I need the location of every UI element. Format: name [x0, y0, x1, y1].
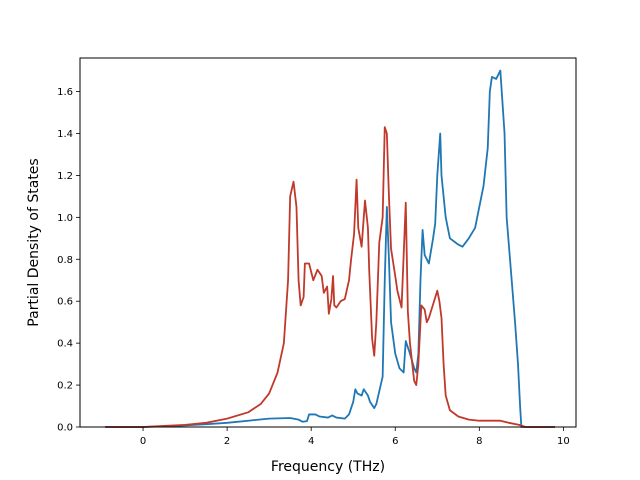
- y-tick-label: 0.6: [57, 297, 73, 308]
- y-tick-label: 1.6: [57, 87, 73, 98]
- x-tick-label: 10: [557, 436, 570, 447]
- y-tick-label: 0.4: [57, 339, 73, 350]
- y-tick-label: 0.2: [57, 381, 73, 392]
- y-axis-ticks: 0.0 0.2 0.4 0.6 0.8 1.0 1.2 1.4 1.6: [57, 87, 80, 434]
- x-tick-label: 6: [392, 436, 398, 447]
- x-tick-label: 8: [476, 436, 482, 447]
- x-tick-label: 0: [140, 436, 146, 447]
- series-layer: [105, 69, 555, 428]
- x-axis-label: Frequency (THz): [271, 459, 385, 475]
- y-tick-label: 0.0: [57, 423, 73, 434]
- y-tick-label: 1.4: [57, 129, 73, 140]
- x-tick-label: 4: [308, 436, 314, 447]
- series-line-2: [105, 126, 555, 428]
- plot-frame: [79, 57, 577, 428]
- y-tick-label: 0.8: [57, 255, 73, 266]
- x-axis-ticks: 0 2 4 6 8 10: [140, 427, 570, 447]
- x-tick-label: 2: [224, 436, 230, 447]
- y-axis-label: Partial Density of States: [26, 158, 42, 326]
- y-tick-label: 1.0: [57, 213, 73, 224]
- series-line-1: [105, 69, 555, 428]
- y-tick-label: 1.2: [57, 171, 73, 182]
